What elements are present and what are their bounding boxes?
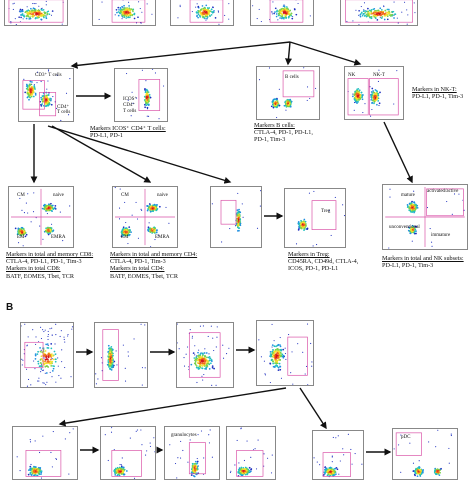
panel-b-letter: B: [6, 302, 13, 313]
caption-values: BATF, EOMES, Tbet, TCR: [110, 273, 214, 280]
density-plot: [5, 0, 67, 25]
plot-nk: NK NK-T: [344, 66, 404, 120]
caption-title: Markers in NK-T:: [412, 86, 474, 93]
icos-label-2: CD4⁺: [123, 103, 135, 108]
caption-values: PD-1, Tim-3: [254, 136, 354, 143]
plot-a-top-5: [340, 0, 418, 26]
plot-cd25: [210, 186, 262, 248]
density-plot: [257, 321, 313, 385]
caption-values: PD-L1, PD-1, Tim-3: [382, 262, 474, 269]
plot-b-9: [312, 430, 364, 480]
arrow: [384, 122, 412, 182]
plot-b-granulocytes: granulocytes: [164, 426, 220, 480]
caption-cd4-memory: Markers in total and memory CD4: CTLA-4,…: [110, 251, 214, 280]
icos-label-3: T cells: [123, 109, 136, 114]
plot-b-4: [256, 320, 314, 386]
caption-title-2: Markers in total CD4:: [110, 265, 214, 272]
plot-b-1: [20, 322, 74, 388]
caption-values: BATF, EOMES, Tbet, TCR: [6, 273, 110, 280]
arrow: [300, 388, 326, 428]
cm-label: CM: [121, 193, 129, 198]
density-plot: [285, 189, 345, 247]
naive-label: naive: [53, 193, 64, 198]
density-plot: [93, 0, 155, 25]
plot-a-top-2: [92, 0, 156, 26]
caption-title: Markers in total and memory CD8:: [6, 251, 110, 258]
plot-a-top-3: [170, 0, 234, 26]
em-label: EM: [121, 235, 129, 240]
caption-values: PD-L1, PD-1: [90, 132, 240, 139]
density-plot: [383, 185, 467, 249]
bcells-label: B cells: [285, 75, 299, 80]
caption-values: CTLA-4, PD-L1, PD-1, Tim-3: [6, 258, 110, 265]
nkt-label: NK-T: [373, 73, 385, 78]
caption-treg: Markers in Treg: CD45RA, CD49d, CTLA-4, …: [288, 251, 378, 273]
caption-title: Markers in Treg:: [288, 251, 378, 258]
density-plot: [341, 0, 417, 25]
caption-title-2: Markers in total CD8:: [6, 265, 110, 272]
caption-nkt: Markers in NK-T: PD-L1, PD-1, Tim-3: [412, 86, 474, 100]
plot-b-6: [100, 426, 156, 480]
plot-treg: Treg: [284, 188, 346, 248]
caption-values: PD-L1, PD-1, Tim-3: [412, 93, 474, 100]
emra-label: EMRA: [51, 235, 65, 240]
caption-icos: Markers ICOS⁺ CD4⁺ T cells: PD-L1, PD-1: [90, 125, 240, 139]
plot-a-top-4: [250, 0, 314, 26]
arrow: [60, 388, 286, 424]
caption-values: CTLA-4, PD-1, PD-L1,: [254, 129, 354, 136]
em-label: EM: [17, 235, 25, 240]
density-plot: [101, 427, 155, 479]
caption-values: CD45RA, CD49d, CTLA-4,: [288, 258, 378, 265]
density-plot: [177, 323, 233, 387]
plot-b-3: [176, 322, 234, 388]
arrow: [72, 42, 290, 66]
arrow: [290, 42, 360, 64]
density-plot: [313, 431, 363, 479]
plot-b-5: [12, 426, 78, 480]
caption-title: Markers in total and NK subsets:: [382, 255, 474, 262]
cm-label: CM: [17, 193, 25, 198]
icos-label-1: ICOS⁺: [123, 97, 137, 102]
caption-bcells: Markers B cells: CTLA-4, PD-1, PD-L1, PD…: [254, 122, 354, 144]
plot-cd3-cd4: CD3⁺ T cells CD4⁺ T cells: [18, 68, 74, 122]
plot-cd8-memory: CM naive EM EMRA: [8, 186, 74, 248]
density-plot: [95, 323, 147, 387]
plot-nk-subsets: mature activated/active unconventional i…: [382, 184, 468, 250]
caption-values: CTLA-4, PD-1, Tim-3: [110, 258, 214, 265]
density-plot: [211, 187, 261, 247]
plot-a-top-1: [4, 0, 68, 26]
cd3-label: CD3⁺ T cells: [35, 73, 62, 78]
caption-values: ICOS, PD-1, PD-L1: [288, 265, 378, 272]
plot-b-2: [94, 322, 148, 388]
naive-label: naive: [157, 193, 168, 198]
plot-cd4-memory: CM naive EM EMRA: [112, 186, 178, 248]
density-plot: [21, 323, 73, 387]
treg-label: Treg: [321, 209, 330, 214]
pdc-label: pDC: [401, 435, 410, 440]
plot-bcells: B cells: [256, 66, 320, 120]
density-plot: [171, 0, 233, 25]
cd4-label: CD4⁺ T cells: [57, 105, 73, 115]
arrow: [288, 42, 290, 64]
nk-label: NK: [348, 73, 355, 78]
activated-label: activated/active: [427, 189, 465, 194]
plot-icos: ICOS⁺ CD4⁺ T cells: [114, 68, 168, 122]
caption-nk-subsets: Markers in total and NK subsets: PD-L1, …: [382, 255, 474, 269]
mature-label: mature: [401, 193, 415, 198]
caption-cd8: Markers in total and memory CD8: CTLA-4,…: [6, 251, 110, 280]
plot-b-pdc: pDC: [392, 428, 458, 480]
density-plot: [227, 427, 275, 479]
caption-title: Markers in total and memory CD4:: [110, 251, 214, 258]
granulocytes-label: granulocytes: [171, 433, 197, 438]
unconventional-label: unconventional: [389, 225, 420, 230]
emra-label: EMRA: [155, 235, 169, 240]
immature-label: immature: [431, 233, 450, 238]
caption-title: Markers B cells:: [254, 122, 354, 129]
caption-title: Markers ICOS⁺ CD4⁺ T cells:: [90, 125, 240, 132]
density-plot: [251, 0, 313, 25]
plot-b-8: [226, 426, 276, 480]
density-plot: [13, 427, 77, 479]
